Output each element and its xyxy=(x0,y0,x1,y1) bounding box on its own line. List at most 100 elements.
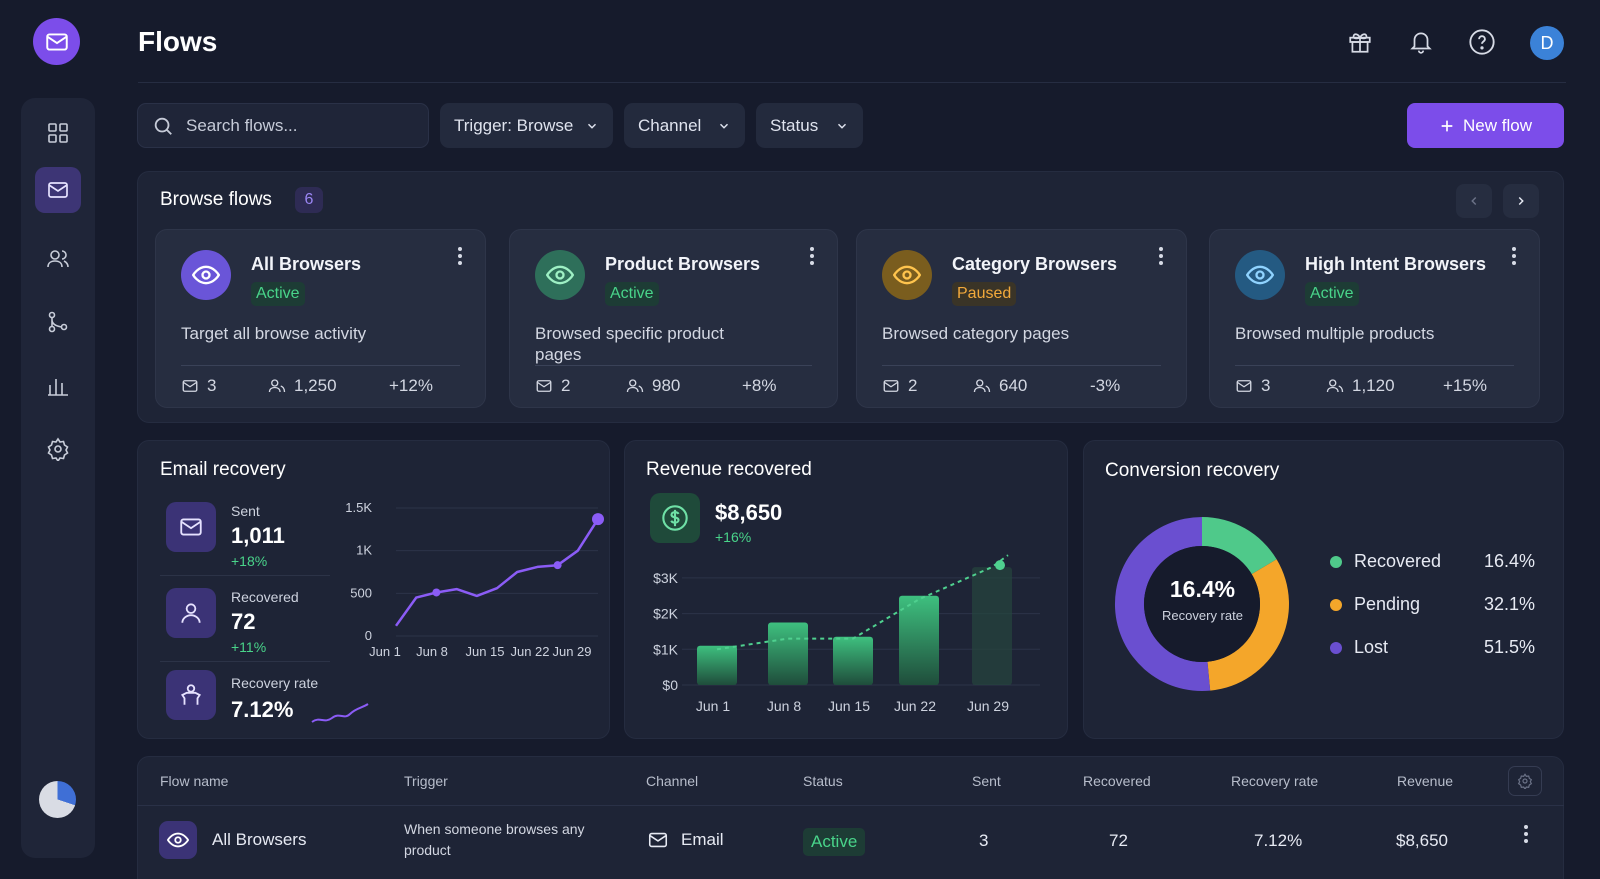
header-divider xyxy=(138,82,1566,83)
channel-filter[interactable]: Channel xyxy=(624,103,745,148)
col-header[interactable]: Recovery rate xyxy=(1231,773,1319,789)
col-header[interactable]: Status xyxy=(803,773,843,789)
flow-card[interactable]: All Browsers Active Target all browse ac… xyxy=(155,229,486,408)
nav-flows[interactable] xyxy=(35,167,81,213)
more-menu-button[interactable] xyxy=(809,246,815,266)
chevron-right-icon xyxy=(1518,196,1524,206)
nav-dashboard[interactable] xyxy=(35,110,81,156)
nav-analytics[interactable] xyxy=(35,363,81,409)
search-box[interactable] xyxy=(137,103,429,148)
person-icon xyxy=(180,684,202,705)
users-icon xyxy=(973,379,991,393)
new-flow-button[interactable]: New flow xyxy=(1407,103,1564,148)
user-icon xyxy=(181,603,201,623)
col-header[interactable]: Revenue xyxy=(1397,773,1454,789)
gear-icon xyxy=(47,437,69,461)
legend-value: 32.1% xyxy=(1483,594,1535,614)
legend-value: 16.4% xyxy=(1483,551,1535,571)
revenue-chart: $3K $2K $1K $0 Jun 1 Jun 8 Jun 15 Jun 22 Jun 29 xyxy=(653,554,1040,714)
email-count: 3 xyxy=(1235,376,1270,396)
y-tick-label: 0 xyxy=(365,628,372,643)
recovered-value: 72 xyxy=(231,609,256,634)
bell-icon xyxy=(1410,32,1432,54)
eye-icon xyxy=(1235,250,1285,300)
bar xyxy=(833,636,873,685)
grid-icon xyxy=(48,123,68,143)
trigger-filter[interactable]: Trigger: Browse xyxy=(440,103,613,148)
table-settings-button[interactable] xyxy=(1508,766,1542,796)
flow-card-description: Browsed multiple products xyxy=(1235,324,1435,343)
flow-count-badge: 6 xyxy=(295,187,323,213)
prev-page-button[interactable] xyxy=(1456,184,1492,218)
more-menu-button[interactable] xyxy=(1158,246,1164,266)
email-count: 3 xyxy=(181,376,216,396)
donut-legend: Recovered 16.4% Pending 32.1% Lost 51.5% xyxy=(1330,540,1535,669)
mail-icon xyxy=(45,32,68,51)
row-trigger: When someone browses any product xyxy=(404,821,585,858)
revenue-title: Revenue recovered xyxy=(646,459,812,480)
status-filter[interactable]: Status xyxy=(756,103,863,148)
y-tick-label: 1K xyxy=(356,543,372,558)
search-input[interactable] xyxy=(186,115,406,136)
trend-line xyxy=(716,554,1009,651)
bar xyxy=(972,567,1012,685)
row-more-button[interactable] xyxy=(1523,824,1529,844)
app-logo[interactable] xyxy=(33,18,80,65)
status-badge: Active xyxy=(1305,282,1359,306)
flow-card[interactable]: Category Browsers Paused Browsed categor… xyxy=(856,229,1187,408)
chevron-left-icon xyxy=(1471,196,1477,206)
x-tick-label: Jun 1 xyxy=(696,698,730,714)
col-header[interactable]: Sent xyxy=(972,773,1001,789)
donut-center-label: Recovery rate xyxy=(1162,608,1243,623)
y-tick-label: $0 xyxy=(662,677,678,693)
more-menu-button[interactable] xyxy=(457,246,463,266)
y-tick-label: $1K xyxy=(653,641,679,657)
revenue-icon-tile xyxy=(650,493,700,543)
more-menu-button[interactable] xyxy=(1511,246,1517,266)
bar-chart-icon xyxy=(48,379,68,396)
mail-icon xyxy=(180,518,202,536)
x-tick-label: Jun 8 xyxy=(416,644,448,659)
user-avatar[interactable]: D xyxy=(1530,26,1564,60)
sent-change: +18% xyxy=(231,553,268,569)
email-count: 2 xyxy=(882,376,917,396)
workspace-avatar[interactable] xyxy=(39,781,76,818)
sent-value: 1,011 xyxy=(231,523,285,548)
table-divider xyxy=(137,805,1564,806)
next-page-button[interactable] xyxy=(1503,184,1539,218)
table-row[interactable]: All Browsers When someone browses any pr… xyxy=(137,806,1564,879)
donut-slice xyxy=(1114,517,1211,691)
nav-workflows[interactable] xyxy=(35,299,81,345)
flow-card[interactable]: Product Browsers Active Browsed specific… xyxy=(509,229,838,408)
flow-card[interactable]: High Intent Browsers Active Browsed mult… xyxy=(1209,229,1540,408)
flows-table xyxy=(137,756,1564,879)
status-filter-label: Status xyxy=(770,115,819,135)
users-icon xyxy=(1326,379,1344,393)
status-badge: Active xyxy=(605,282,659,306)
status-badge: Paused xyxy=(952,282,1017,306)
col-header[interactable]: Flow name xyxy=(160,773,229,789)
mail-icon xyxy=(182,380,198,392)
col-header[interactable]: Trigger xyxy=(404,773,448,789)
gear-icon xyxy=(1517,773,1533,789)
help-button[interactable] xyxy=(1466,26,1498,58)
nav-audience[interactable] xyxy=(35,236,81,282)
divider xyxy=(160,661,330,662)
notifications-button[interactable] xyxy=(1405,26,1437,58)
gift-button[interactable] xyxy=(1344,26,1376,58)
nav-settings[interactable] xyxy=(35,426,81,472)
recovery-rate-label: Recovery rate xyxy=(231,675,319,691)
recovered-change: +11% xyxy=(231,639,267,655)
row-sent: 3 xyxy=(979,831,989,850)
channel-filter-label: Channel xyxy=(638,115,702,135)
conversion-donut xyxy=(1114,517,1289,691)
y-tick-label: 1.5K xyxy=(345,500,372,515)
revenue-change: +16% xyxy=(715,529,752,545)
chevron-down-icon xyxy=(719,123,729,129)
row-revenue: $8,650 xyxy=(1396,831,1448,850)
col-header[interactable]: Recovered xyxy=(1083,773,1151,789)
data-point xyxy=(553,561,562,570)
col-header[interactable]: Channel xyxy=(646,773,699,789)
flow-card-description: Browsed specific product pages xyxy=(535,324,724,364)
